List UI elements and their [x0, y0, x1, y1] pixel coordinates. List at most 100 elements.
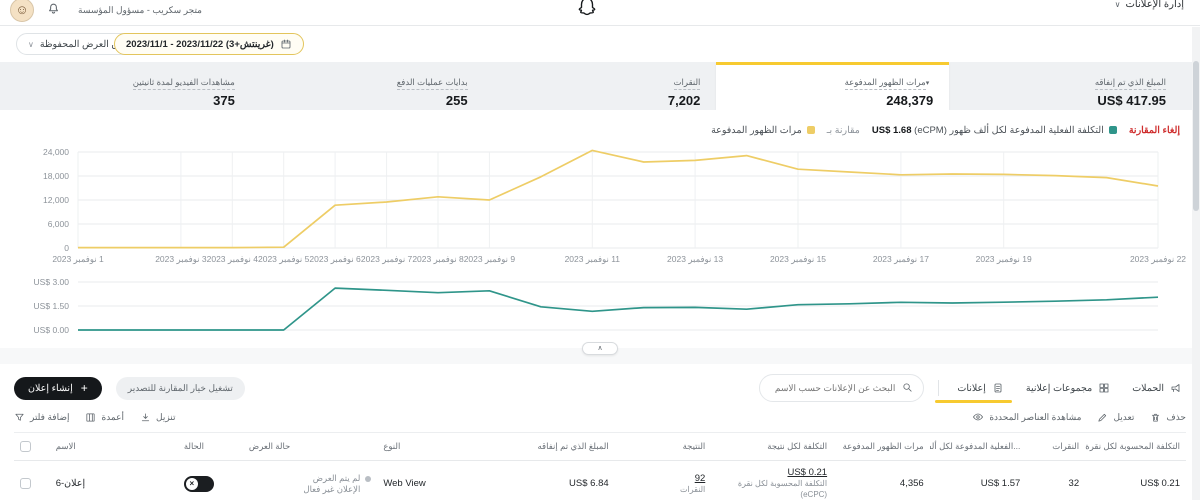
- toggle-knob: ×: [185, 477, 198, 490]
- divider: [938, 380, 940, 396]
- kpi-label: مشاهدات الفيديو لمدة ثانيتين: [132, 77, 235, 90]
- edit-button[interactable]: تعديل: [1097, 411, 1134, 422]
- trash-icon: [1150, 411, 1161, 422]
- download-button[interactable]: تنزيل: [140, 411, 176, 422]
- amount-spent: US$ 6.84: [478, 460, 615, 500]
- collapse-chart-button[interactable]: ∧: [582, 342, 618, 355]
- col-status: الحالة: [177, 432, 243, 461]
- kpi-label: بدايات عمليات الدفع: [396, 77, 468, 90]
- legend-series-impressions: مرات الظهور المدفوعة: [711, 125, 815, 136]
- legend-compare-text: مقارنة بـ: [826, 124, 860, 136]
- search-box: [759, 374, 925, 402]
- ad-type: Web View: [377, 460, 479, 500]
- ecpc: US$ 0.21: [1085, 460, 1186, 500]
- kpi-value: 255: [445, 93, 468, 108]
- kpi-checkouts-started[interactable]: بدايات عمليات الدفع 255: [251, 62, 484, 110]
- ecpm: US$ 1.57: [929, 460, 1027, 500]
- account-name: متجر سكريب - مسؤول المؤسسة: [78, 5, 203, 15]
- scrollbar-thumb[interactable]: [1193, 61, 1199, 211]
- ad-name[interactable]: إعلان-6: [49, 460, 178, 500]
- avatar[interactable]: ☺: [10, 0, 34, 22]
- kpi-label: النقرات: [673, 77, 701, 90]
- saved-views-label: طرق العرض المحفوظة: [39, 38, 132, 50]
- date-range-picker[interactable]: 2023/11/1 - 2023/11/22 (غرينتش+3): [114, 33, 304, 55]
- search-input[interactable]: [770, 383, 896, 393]
- selected-tab-indicator: [935, 400, 1012, 403]
- top-bar: ☺ متجر سكريب - مسؤول المؤسسة ∨ إدارة الإ…: [0, 0, 1200, 26]
- table-actions-row: إضافة فلتر أعمدة تنزيل مشاهدة العناصر: [14, 406, 1186, 428]
- cost-per-result-cell: US$ 0.21 التكلفة المحسوبة لكل نقرة (eCPC): [711, 460, 834, 500]
- tab-ad-groups[interactable]: مجموعات إعلانية: [1022, 376, 1114, 400]
- caret-down-icon: ▾: [925, 80, 930, 87]
- kpi-label: المبلغ الذي تم إنفاقه: [1094, 77, 1166, 90]
- search-icon: [902, 379, 913, 397]
- delete-button[interactable]: حذف: [1150, 411, 1186, 422]
- col-clicks: النقرات: [1026, 432, 1086, 461]
- chevron-up-icon: ∧: [597, 345, 603, 352]
- grid-icon: [1098, 382, 1110, 394]
- kpi-label: مرات الظهور المدفوعة: [844, 77, 926, 90]
- col-type: النوع: [377, 432, 479, 461]
- calendar-icon: [280, 38, 292, 50]
- kpi-value: US$ 417.95: [1097, 93, 1166, 108]
- manage-ads-label: إدارة الإعلانات: [1125, 0, 1184, 10]
- col-delivery-status: حالة العرض: [242, 432, 378, 461]
- filter-bar: ∨ طرق العرض المحفوظة 2023/11/1 - 2023/11…: [0, 26, 1200, 62]
- plus-icon: +: [80, 381, 88, 395]
- add-filter-button[interactable]: إضافة فلتر: [14, 411, 69, 422]
- kpi-value: 375: [213, 93, 235, 108]
- ecpm-value: US$ 1.68: [871, 124, 912, 136]
- page-scrollbar: [1192, 27, 1200, 500]
- kpi-value: 248,379: [886, 93, 934, 108]
- col-result: النتيجة: [614, 432, 712, 461]
- snapchat-ghost-logo: [576, 0, 598, 23]
- chart-panel: مرات الظهور المدفوعة مقارنة بـ التكلفة ا…: [0, 110, 1200, 355]
- kpi-clicks[interactable]: النقرات 7,202: [484, 62, 717, 110]
- kpi-paid-impressions[interactable]: مرات الظهور المدفوعة▾ 248,379: [716, 62, 950, 110]
- row-checkbox[interactable]: [20, 478, 31, 489]
- date-range-value: 2023/11/1 - 2023/11/22 (غرينتش+3): [126, 38, 274, 50]
- cancel-comparison-link[interactable]: إلغاء المقارنة: [1128, 124, 1180, 136]
- ecpm-line-chart: US$ 0.00 US$ 1.50 US$ 3.00: [20, 274, 1172, 338]
- view-selected-button[interactable]: مشاهدة العناصر المحددة: [972, 411, 1081, 423]
- col-name: الاسم: [49, 432, 178, 461]
- chart-legend: مرات الظهور المدفوعة مقارنة بـ التكلفة ا…: [20, 120, 1180, 140]
- teal-swatch-icon: [1108, 125, 1117, 134]
- select-all-checkbox[interactable]: [20, 441, 31, 452]
- result-link[interactable]: 92: [694, 472, 706, 484]
- notifications-bell-icon[interactable]: [46, 1, 61, 19]
- megaphone-icon: [1170, 382, 1182, 394]
- yellow-swatch-icon: [806, 125, 815, 134]
- kpi-video-views[interactable]: مشاهدات الفيديو لمدة ثانيتين 375: [18, 62, 251, 110]
- paid-impressions: 4,356: [833, 460, 930, 500]
- cost-per-result-link[interactable]: US$ 0.21: [787, 467, 828, 478]
- funnel-icon: [14, 411, 25, 422]
- tab-campaigns[interactable]: الحملات: [1128, 376, 1186, 400]
- create-ad-label: إنشاء إعلان: [28, 382, 73, 394]
- saved-views-dropdown[interactable]: ∨ طرق العرض المحفوظة: [16, 33, 144, 55]
- chevron-down-icon: ∨: [28, 39, 34, 49]
- tab-ads[interactable]: إعلانات: [935, 376, 1012, 403]
- col-cost-per-result: التكلفة لكل نتيجة: [711, 432, 834, 461]
- kpi-amount-spent[interactable]: المبلغ الذي تم إنفاقه US$ 417.95: [949, 62, 1182, 110]
- table-row: إعلان-6 × لم يتم العرض الإعلان غير فعال W…: [14, 460, 1186, 500]
- result-cell: 92 النقرات: [614, 460, 712, 500]
- table-toolbar: إنشاء إعلان + تشغيل خيار المقارنة للتصدي…: [14, 373, 1186, 403]
- table-header-row: الاسم الحالة حالة العرض النوع المبلغ الذ…: [14, 432, 1186, 461]
- columns-icon: [85, 411, 96, 422]
- download-icon: [140, 411, 151, 422]
- kpi-strip: المبلغ الذي تم إنفاقه US$ 417.95 مرات ال…: [0, 62, 1200, 110]
- compare-export-toggle[interactable]: تشغيل خيار المقارنة للتصدير: [115, 376, 245, 400]
- clicks: 32: [1026, 460, 1086, 500]
- manage-ads-menu[interactable]: ∨ إدارة الإعلانات: [1115, 0, 1184, 10]
- delivery-status: لم يتم العرض الإعلان غير فعال: [249, 473, 372, 495]
- chevron-down-icon: ∨: [1114, 0, 1121, 9]
- ad-status-toggle[interactable]: ×: [183, 475, 214, 492]
- status-dot-icon: [365, 475, 372, 482]
- columns-button[interactable]: أعمدة: [85, 411, 124, 422]
- eye-icon: [972, 411, 984, 423]
- legend-series-ecpm: التكلفة الفعلية المدفوعة لكل ألف ظهور (e…: [872, 125, 1117, 136]
- ads-doc-icon: [992, 382, 1004, 394]
- create-ad-button[interactable]: إنشاء إعلان +: [14, 376, 102, 400]
- col-paid-impressions: مرات الظهور المدفوعة: [833, 432, 930, 461]
